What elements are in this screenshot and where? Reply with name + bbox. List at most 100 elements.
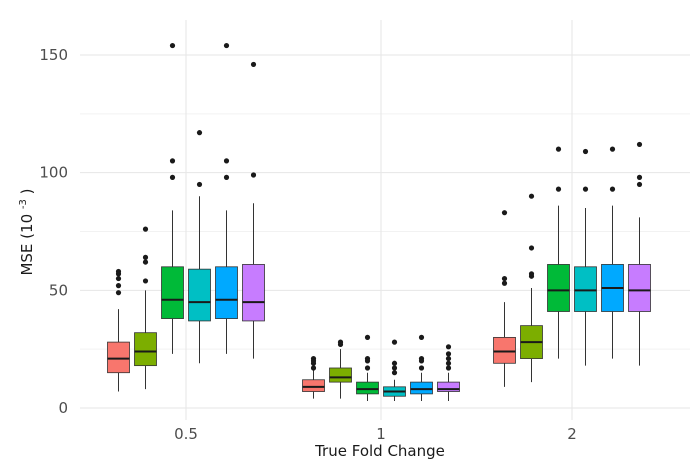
box-body xyxy=(215,266,238,319)
outlier-point xyxy=(142,278,149,284)
outlier-point xyxy=(445,344,452,350)
outlier-point xyxy=(115,283,122,289)
outlier-point xyxy=(391,339,398,345)
box-method-3-0.5 xyxy=(161,42,184,354)
x-axis-ticks: 0.5 1 2 xyxy=(174,425,577,443)
box-body xyxy=(547,264,570,312)
outlier-point xyxy=(223,174,230,180)
outlier-point xyxy=(555,146,562,152)
box-body xyxy=(134,332,157,367)
outlier-point xyxy=(445,355,452,362)
box-body xyxy=(188,268,211,322)
outlier-point xyxy=(364,334,371,340)
outlier-point xyxy=(364,365,371,371)
outlier-point xyxy=(501,280,508,286)
box-series xyxy=(107,42,651,401)
outlier-point xyxy=(528,271,535,277)
outlier-point xyxy=(609,146,616,152)
outlier-point xyxy=(501,275,508,282)
y-axis-title-unit-close: ) xyxy=(18,188,36,194)
outlier-point xyxy=(142,259,149,265)
box-body xyxy=(437,381,460,392)
outlier-point xyxy=(445,360,452,366)
outlier-point xyxy=(445,365,452,371)
box-method-4-0.5 xyxy=(188,130,211,364)
outlier-point xyxy=(528,245,535,251)
outlier-point xyxy=(636,141,643,148)
box-method-6-1 xyxy=(437,344,460,401)
box-body xyxy=(574,266,597,312)
y-axis-title-exponent: -3 xyxy=(18,199,29,209)
y-axis-ticks: 0 50 100 150 xyxy=(39,46,68,417)
y-tick-label: 0 xyxy=(58,399,68,417)
box-body xyxy=(628,264,651,312)
outlier-point xyxy=(337,339,344,345)
y-tick-label: 150 xyxy=(39,46,68,64)
outlier-point xyxy=(196,181,203,188)
outlier-point xyxy=(609,186,616,192)
outlier-point xyxy=(223,158,230,164)
outlier-point xyxy=(418,355,425,362)
outlier-point xyxy=(115,268,122,275)
outlier-point xyxy=(418,334,425,340)
y-tick-label: 50 xyxy=(49,281,68,299)
outlier-point xyxy=(582,186,589,192)
box-method-6-0.5 xyxy=(242,61,265,359)
box-body xyxy=(410,381,433,395)
outlier-point xyxy=(196,130,203,136)
outlier-point xyxy=(582,148,589,155)
box-body xyxy=(302,379,325,392)
box-body xyxy=(356,381,379,395)
outlier-point xyxy=(636,181,643,188)
outlier-point xyxy=(501,210,508,216)
outlier-point xyxy=(250,61,257,68)
outlier-point xyxy=(391,365,398,371)
box-body xyxy=(493,336,516,364)
grid-lines xyxy=(80,20,690,420)
box-method-6-2 xyxy=(628,141,651,366)
outlier-point xyxy=(169,42,176,49)
box-method-4-1 xyxy=(383,339,406,401)
x-tick-label: 1 xyxy=(376,425,386,443)
box-method-3-1 xyxy=(356,334,379,401)
outlier-point xyxy=(528,193,535,199)
outlier-point xyxy=(418,365,425,371)
box-method-5-0.5 xyxy=(215,42,238,354)
outlier-point xyxy=(391,360,398,366)
box-method-1-2 xyxy=(493,210,516,387)
box-method-1-0.5 xyxy=(107,268,130,392)
box-method-4-2 xyxy=(574,148,597,366)
x-tick-label: 0.5 xyxy=(174,425,198,443)
outlier-point xyxy=(310,365,317,371)
outlier-point xyxy=(223,42,230,49)
outlier-point xyxy=(250,172,257,178)
y-axis-title: MSE (10 -3 ) xyxy=(12,188,36,275)
y-axis-title-text: MSE xyxy=(18,244,36,276)
outlier-point xyxy=(391,370,398,376)
outlier-point xyxy=(445,351,452,357)
box-body xyxy=(107,341,130,374)
outlier-point xyxy=(169,158,176,164)
box-method-2-2 xyxy=(520,193,543,383)
outlier-point xyxy=(142,254,149,260)
y-axis-title-unit-open: (10 xyxy=(18,214,36,239)
box-method-5-2 xyxy=(601,146,624,359)
box-method-3-2 xyxy=(547,146,570,359)
box-method-5-1 xyxy=(410,334,433,401)
box-method-2-1 xyxy=(329,339,352,399)
outlier-point xyxy=(169,174,176,180)
outlier-point xyxy=(310,355,317,362)
outlier-point xyxy=(555,186,562,192)
y-tick-label: 100 xyxy=(39,164,68,182)
box-body xyxy=(242,264,265,322)
box-body xyxy=(161,266,184,319)
outlier-point xyxy=(115,290,122,296)
box-body xyxy=(329,367,352,383)
outlier-point xyxy=(636,174,643,180)
x-tick-label: 2 xyxy=(567,425,577,443)
outlier-point xyxy=(115,275,122,282)
x-axis-title: True Fold Change xyxy=(314,442,445,459)
box-method-1-1 xyxy=(302,355,325,399)
